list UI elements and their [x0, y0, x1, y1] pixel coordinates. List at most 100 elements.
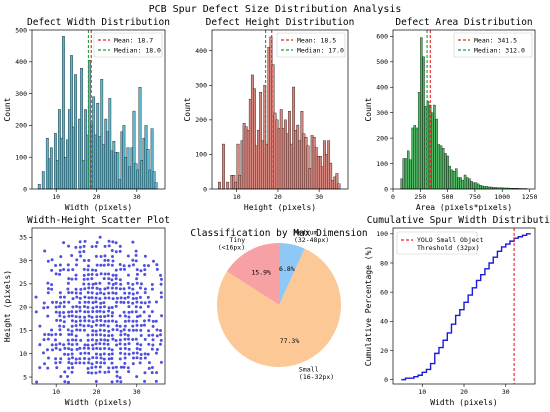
- scatter-point: [98, 287, 102, 291]
- scatter-point: [139, 305, 143, 309]
- scatter-point: [87, 357, 91, 361]
- scatter-point: [150, 347, 154, 351]
- scatter-point: [159, 295, 163, 299]
- y-tick-label: 30: [19, 257, 27, 265]
- scatter-point: [131, 351, 135, 355]
- scatter-point: [67, 291, 71, 295]
- scatter-point: [62, 300, 66, 304]
- scatter-point: [86, 324, 90, 328]
- scatter-point: [150, 366, 154, 370]
- scatter-point: [58, 332, 62, 336]
- scatter-point: [154, 319, 158, 323]
- scatter-point: [50, 283, 54, 287]
- scatter-point: [99, 305, 103, 309]
- scatter-point: [94, 300, 98, 304]
- legend-box: [93, 32, 163, 58]
- scatter-point: [67, 357, 71, 361]
- scatter-point: [138, 314, 142, 318]
- y-tick-label: 500: [15, 26, 27, 34]
- scatter-point: [79, 338, 83, 342]
- histogram-bar: [463, 174, 467, 190]
- y-axis-label: Height (pixels): [3, 270, 12, 342]
- scatter-point: [62, 241, 66, 245]
- scatter-point: [154, 379, 158, 383]
- scatter-point: [123, 356, 127, 360]
- scatter-point: [126, 333, 130, 337]
- axes-frame: [392, 29, 536, 190]
- scatter-point: [151, 333, 155, 337]
- scatter-point: [78, 319, 82, 323]
- scatter-point: [79, 254, 83, 258]
- scatter-point: [131, 328, 135, 332]
- scatter-point: [58, 314, 62, 318]
- scatter-point: [118, 376, 122, 380]
- y-tick-label: 400: [195, 47, 207, 55]
- x-tick-label: 0: [391, 193, 395, 201]
- y-axis-label: Count: [3, 97, 12, 121]
- x-tick-label: 30: [315, 193, 323, 201]
- y-axis-label: Cumulative Percentage (%): [364, 246, 373, 366]
- scatter-point: [98, 328, 102, 332]
- scatter-point: [143, 337, 147, 341]
- scatter-point: [127, 319, 131, 323]
- scatter-point: [135, 375, 139, 379]
- scatter-point: [82, 267, 86, 271]
- scatter-point: [83, 310, 87, 314]
- x-tick-label: 750: [469, 193, 481, 201]
- x-tick-label: 30: [133, 388, 141, 396]
- scatter-point: [67, 342, 71, 346]
- scatter-point: [110, 361, 114, 365]
- scatter-point: [127, 305, 131, 309]
- histogram-bar: [222, 143, 225, 190]
- scatter-point: [119, 347, 123, 351]
- scatter-point: [95, 346, 99, 350]
- scatter-point: [58, 342, 62, 346]
- scatter-point: [135, 347, 139, 351]
- scatter-point: [155, 267, 159, 271]
- x-axis-label: Width (pixels): [65, 203, 132, 212]
- scatter-point: [119, 267, 123, 271]
- scatter-point: [54, 300, 58, 304]
- scatter-point: [94, 329, 98, 333]
- scatter-point: [102, 328, 106, 332]
- scatter-point: [82, 273, 86, 277]
- chart-title: Defect Height Distribution: [206, 17, 355, 28]
- scatter-point: [110, 357, 114, 361]
- histogram-bar: [455, 168, 458, 190]
- scatter-point: [135, 277, 139, 281]
- scatter-point: [143, 301, 147, 305]
- histogram-bar: [413, 125, 417, 190]
- scatter-point: [110, 306, 114, 310]
- scatter-point: [150, 283, 154, 287]
- scatter-point: [90, 315, 94, 319]
- histogram-bar: [457, 177, 460, 190]
- scatter-point: [74, 338, 78, 342]
- histogram-bar: [415, 127, 419, 190]
- scatter-point: [114, 273, 118, 277]
- histogram-bar: [472, 182, 475, 190]
- plot-area: [34, 235, 164, 384]
- scatter-point: [98, 281, 102, 285]
- y-tick-label: 0: [384, 185, 388, 193]
- scatter-point: [111, 240, 115, 244]
- scatter-point: [95, 318, 99, 322]
- histogram-bar: [483, 186, 486, 190]
- scatter-point: [95, 305, 99, 309]
- scatter-point: [74, 287, 78, 291]
- scatter-point: [111, 366, 115, 370]
- scatter-point: [127, 342, 131, 346]
- scatter-point: [147, 318, 151, 322]
- scatter-point: [54, 332, 58, 336]
- scatter-point: [146, 295, 150, 299]
- legend: YOLO Small Object Threshold (32px): [396, 231, 484, 255]
- y-tick-label: 20: [19, 303, 27, 311]
- scatter-point: [127, 328, 131, 332]
- scatter-point: [86, 343, 90, 347]
- scatter-point: [147, 361, 151, 365]
- scatter-point: [51, 348, 55, 352]
- scatter-point: [146, 352, 150, 356]
- scatter-point: [83, 295, 87, 299]
- scatter-point: [154, 300, 158, 304]
- scatter-point: [127, 347, 131, 351]
